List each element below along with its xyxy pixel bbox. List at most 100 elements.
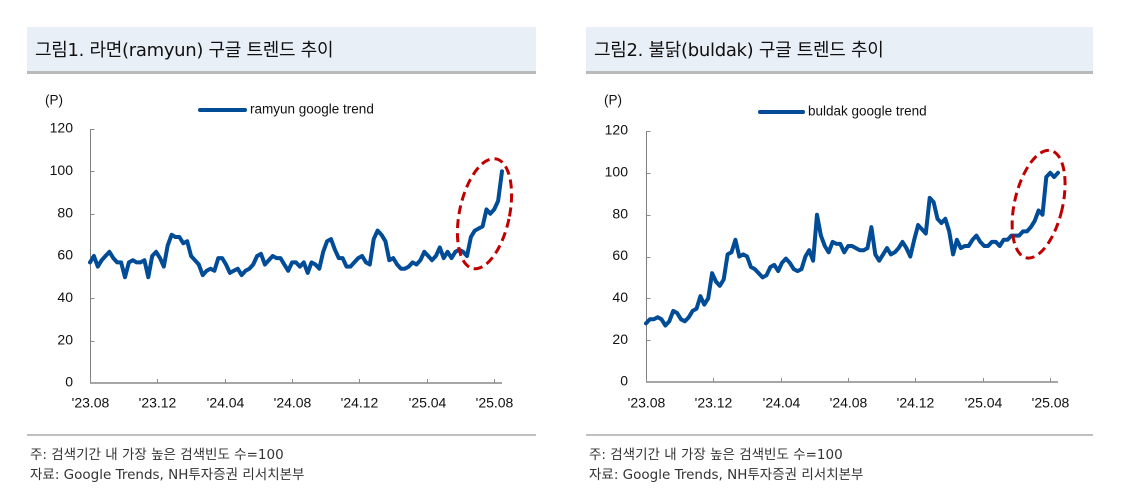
data-point: [442, 256, 446, 260]
data-point: [1040, 213, 1045, 217]
data-point: [749, 265, 753, 269]
data-point: [162, 265, 166, 269]
data-point: [831, 240, 835, 244]
y-tick-label: 40: [612, 289, 628, 305]
data-point: [488, 212, 492, 216]
data-point: [869, 225, 874, 229]
data-point: [131, 258, 135, 262]
figure-2-source-line: 자료: Google Trends, NH투자증권 리서치본부: [589, 467, 864, 483]
data-point: [982, 244, 986, 248]
data-point: [702, 303, 706, 307]
data-point: [368, 262, 372, 267]
data-point: [850, 244, 854, 248]
data-point: [815, 213, 819, 217]
data-point: [1002, 238, 1006, 242]
data-point: [294, 260, 298, 264]
x-tick-label: '24.12: [897, 395, 935, 411]
data-point: [376, 229, 380, 233]
data-point: [811, 259, 815, 263]
data-point: [492, 207, 496, 211]
figure-1-note-line: 주: 검색기간 내 가장 높은 검색빈도 수=100: [30, 447, 284, 463]
data-point: [341, 256, 345, 260]
data-point: [166, 243, 170, 247]
data-point: [718, 284, 722, 288]
y-tick-label: 40: [57, 289, 73, 305]
data-point: [1037, 208, 1041, 213]
data-point: [138, 260, 143, 264]
y-tick-label: 0: [620, 373, 628, 389]
data-point: [772, 263, 776, 267]
data-point: [792, 267, 796, 271]
data-point: [834, 242, 839, 246]
data-point: [877, 259, 881, 263]
data-point: [998, 244, 1002, 248]
figure-1-header: 그림1. 라면(ramyun) 구글 트렌드 추이: [27, 27, 536, 74]
data-point: [407, 265, 411, 269]
data-point: [683, 319, 687, 323]
data-points-buldak-google-trend: [644, 171, 1060, 328]
data-point: [846, 244, 850, 248]
data-point: [955, 238, 959, 242]
data-points-ramyun-google-trend: [88, 169, 504, 279]
data-point: [212, 269, 216, 273]
data-point: [321, 250, 325, 254]
data-point: [96, 265, 100, 269]
data-point: [251, 262, 255, 267]
data-point: [753, 267, 757, 271]
data-point: [422, 250, 426, 254]
data-point: [710, 271, 714, 275]
figure-2-notes-divider: [586, 434, 1093, 436]
data-point: [352, 260, 356, 264]
data-point: [741, 252, 745, 256]
y-tick-label: 20: [57, 331, 73, 347]
y-tick-label: 100: [50, 162, 74, 178]
data-point: [220, 256, 224, 260]
data-point: [776, 269, 780, 273]
figure-2-title: 그림2. 불닭(buldak) 구글 트렌드 추이: [594, 40, 884, 61]
data-point: [333, 248, 337, 252]
data-point: [788, 261, 792, 265]
figure-1-notes-divider: [27, 434, 536, 436]
y-tick-label: 60: [57, 247, 73, 263]
data-point: [706, 296, 710, 300]
data-point: [481, 224, 485, 228]
data-point: [656, 315, 660, 319]
x-tick-label: '23.12: [695, 395, 733, 411]
data-point: [823, 244, 827, 248]
data-point: [364, 260, 368, 264]
data-point: [146, 275, 150, 279]
data-point: [170, 233, 174, 237]
data-point: [123, 275, 127, 279]
data-point: [916, 223, 920, 227]
data-point: [383, 239, 387, 243]
data-point: [348, 265, 352, 269]
data-point: [356, 256, 360, 260]
data-point: [939, 221, 944, 225]
data-point: [1033, 219, 1037, 223]
data-point: [317, 267, 321, 271]
data-point: [737, 254, 741, 259]
data-point: [103, 254, 108, 258]
data-point: [337, 256, 341, 260]
data-point: [465, 254, 469, 258]
data-point: [1025, 229, 1029, 233]
y-tick-label: 60: [612, 247, 628, 263]
data-point: [298, 265, 302, 269]
data-point: [360, 254, 364, 258]
highlight-dashed-ellipse: [455, 157, 514, 271]
figure-2-notes: 주: 검색기간 내 가장 높은 검색빈도 수=100 자료: Google Tr…: [589, 445, 863, 485]
data-point: [963, 244, 967, 248]
data-point: [282, 262, 286, 267]
data-point: [150, 254, 154, 258]
data-point: [228, 271, 232, 275]
data-point: [271, 254, 275, 258]
data-point: [418, 258, 422, 262]
data-point: [135, 260, 139, 264]
data-point: [873, 252, 877, 256]
data-point: [236, 267, 240, 271]
data-point: [449, 256, 454, 260]
data-point: [671, 309, 675, 313]
legend-label: buldak google trend: [808, 104, 927, 119]
data-point: [434, 254, 438, 258]
figure-2-note-line: 주: 검색기간 내 가장 높은 검색빈도 수=100: [589, 447, 843, 463]
